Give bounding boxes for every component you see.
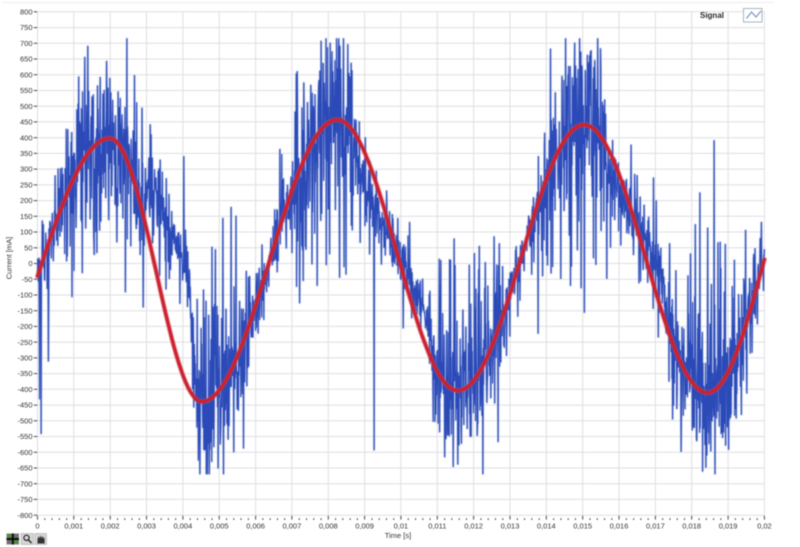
svg-text:650: 650 xyxy=(20,55,33,64)
svg-text:0,014: 0,014 xyxy=(537,522,556,531)
svg-text:150: 150 xyxy=(20,212,33,221)
svg-text:500: 500 xyxy=(20,102,33,111)
svg-text:0,009: 0,009 xyxy=(355,522,374,531)
svg-text:0,011: 0,011 xyxy=(428,522,446,531)
svg-text:550: 550 xyxy=(20,86,33,95)
svg-text:0,01: 0,01 xyxy=(394,522,409,531)
svg-text:-500: -500 xyxy=(17,416,32,425)
svg-text:0,005: 0,005 xyxy=(210,522,229,531)
svg-text:-200: -200 xyxy=(17,322,32,331)
svg-text:-350: -350 xyxy=(17,369,32,378)
svg-text:0: 0 xyxy=(28,259,32,268)
svg-text:-150: -150 xyxy=(17,306,32,315)
svg-text:200: 200 xyxy=(20,196,33,205)
svg-text:0,017: 0,017 xyxy=(646,522,665,531)
svg-text:Signal: Signal xyxy=(700,11,724,20)
svg-text:0,019: 0,019 xyxy=(719,522,738,531)
svg-text:0,004: 0,004 xyxy=(174,522,193,531)
svg-text:800: 800 xyxy=(20,7,33,16)
svg-text:0: 0 xyxy=(35,522,39,531)
svg-text:-50: -50 xyxy=(22,275,33,284)
svg-text:250: 250 xyxy=(20,181,33,190)
svg-text:400: 400 xyxy=(20,133,33,142)
svg-text:Current [mA]: Current [mA] xyxy=(5,237,14,280)
svg-text:-400: -400 xyxy=(17,385,32,394)
svg-text:0,008: 0,008 xyxy=(319,522,338,531)
svg-text:Time [s]: Time [s] xyxy=(385,531,411,540)
svg-text:350: 350 xyxy=(20,149,33,158)
svg-text:-300: -300 xyxy=(17,354,32,363)
svg-text:0,012: 0,012 xyxy=(464,522,483,531)
svg-text:-800: -800 xyxy=(17,511,32,520)
svg-text:0,001: 0,001 xyxy=(64,522,83,531)
svg-text:50: 50 xyxy=(24,243,32,252)
svg-text:0,003: 0,003 xyxy=(137,522,156,531)
svg-text:-750: -750 xyxy=(17,495,32,504)
svg-text:0,02: 0,02 xyxy=(757,522,772,531)
svg-text:700: 700 xyxy=(20,39,33,48)
svg-text:0,018: 0,018 xyxy=(682,522,701,531)
svg-text:-600: -600 xyxy=(17,448,32,457)
svg-text:-450: -450 xyxy=(17,401,32,410)
svg-text:-650: -650 xyxy=(17,464,32,473)
svg-text:750: 750 xyxy=(20,23,33,32)
svg-text:100: 100 xyxy=(20,228,33,237)
svg-text:0,015: 0,015 xyxy=(573,522,592,531)
svg-text:-550: -550 xyxy=(17,432,32,441)
svg-text:0,007: 0,007 xyxy=(283,522,302,531)
svg-text:0,013: 0,013 xyxy=(501,522,520,531)
svg-text:-250: -250 xyxy=(17,338,32,347)
svg-text:-100: -100 xyxy=(17,291,32,300)
svg-text:-700: -700 xyxy=(17,479,32,488)
svg-text:0,006: 0,006 xyxy=(246,522,265,531)
svg-text:0,002: 0,002 xyxy=(101,522,120,531)
svg-text:600: 600 xyxy=(20,70,33,79)
svg-text:300: 300 xyxy=(20,165,33,174)
svg-text:0,016: 0,016 xyxy=(610,522,629,531)
svg-text:450: 450 xyxy=(20,118,33,127)
